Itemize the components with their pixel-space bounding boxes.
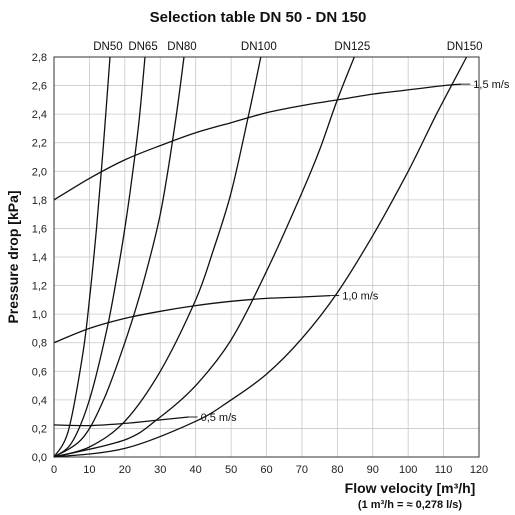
x-tick-label: 60 (260, 464, 272, 476)
series-line-dn125 (53, 56, 355, 458)
velocity-label: 0,5 m/s (201, 412, 238, 424)
y-tick-label: 1,6 (32, 223, 47, 235)
x-tick-label: 110 (435, 464, 453, 476)
x-tick-label: 40 (190, 464, 202, 476)
y-tick-label: 2,6 (32, 81, 47, 93)
y-tick-label: 0,0 (32, 452, 47, 464)
velocity-label: 1,5 m/s (473, 79, 510, 91)
y-axis-title: Pressure drop [kPa] (5, 190, 21, 323)
plot-frame (53, 56, 480, 458)
y-tick-label: 2,2 (32, 138, 47, 150)
series-label-dn80: DN80 (167, 41, 196, 53)
series-line-dn80 (53, 56, 185, 458)
series-line-dn65 (53, 56, 146, 458)
velocity-line (53, 294, 331, 344)
series-label-dn150: DN150 (447, 41, 483, 53)
series-label-dn65: DN65 (128, 41, 157, 53)
grid (54, 57, 479, 457)
x-tick-label: 70 (296, 464, 308, 476)
x-tick-label: 20 (119, 464, 131, 476)
y-tick-label: 1,0 (32, 309, 47, 321)
velocity-line (53, 416, 189, 427)
series-line-dn150 (53, 56, 468, 458)
y-tick-label: 0,2 (32, 423, 47, 435)
x-tick-label: 50 (225, 464, 237, 476)
y-tick-label: 0,4 (32, 395, 47, 407)
y-tick-label: 1,8 (32, 195, 47, 207)
velocity-label: 1,0 m/s (342, 291, 379, 303)
series-label-dn100: DN100 (241, 41, 277, 53)
series-line-dn100 (53, 56, 262, 458)
x-axis-title: Flow velocity [m³/h] (345, 480, 476, 496)
series-line-dn50 (53, 56, 111, 458)
x-tick-label: 30 (154, 464, 166, 476)
y-tick-label: 2,0 (32, 166, 47, 178)
curves (53, 56, 468, 458)
y-tick-label: 2,8 (32, 52, 47, 64)
y-tick-label: 1,4 (32, 252, 47, 264)
series-label-dn125: DN125 (334, 41, 370, 53)
x-tick-label: 80 (331, 464, 343, 476)
curve-labels: DN50 DN65 DN80 DN100 DN125 DN150 0,5 m/s 1,0 m/… (93, 41, 510, 424)
y-tick-label: 0,8 (32, 338, 47, 350)
x-axis-note: (1 m³/h = ≈ 0,278 l/s) (358, 499, 462, 511)
x-tick-label: 120 (470, 464, 488, 476)
y-tick-label: 0,6 (32, 366, 47, 378)
tick-labels: 0 10 20 30 40 50 60 70 80 90 100 110 120 0,0 0,2 0,4 0,6… (32, 52, 488, 476)
y-tick-label: 1,2 (32, 281, 47, 293)
x-tick-label: 100 (399, 464, 417, 476)
velocity-line (53, 83, 462, 201)
x-tick-label: 0 (51, 464, 57, 476)
x-tick-label: 90 (367, 464, 379, 476)
chart-title: Selection table DN 50 - DN 150 (150, 9, 367, 26)
series-label-dn50: DN50 (93, 41, 122, 53)
x-tick-label: 10 (83, 464, 95, 476)
y-tick-label: 2,4 (32, 109, 47, 121)
